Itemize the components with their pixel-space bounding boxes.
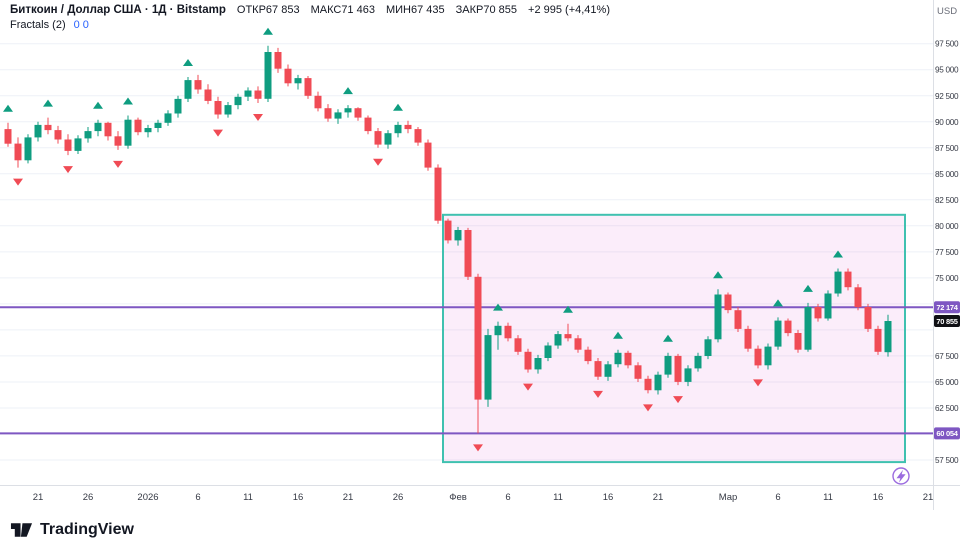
svg-text:95 000: 95 000 — [935, 66, 959, 75]
svg-text:6: 6 — [195, 492, 200, 503]
svg-text:80 000: 80 000 — [935, 222, 959, 231]
open-value: 67 853 — [265, 4, 300, 16]
svg-text:75 000: 75 000 — [935, 274, 959, 283]
svg-text:72 174: 72 174 — [936, 303, 958, 312]
svg-text:21: 21 — [343, 492, 354, 503]
svg-text:Фев: Фев — [449, 492, 467, 503]
level-price-badge: 72 174 — [934, 301, 960, 314]
svg-text:2026: 2026 — [137, 492, 158, 503]
brand-text: TradingView — [40, 521, 134, 538]
high-value: 71 463 — [341, 4, 375, 16]
ohlc-high: МАКС71 463 — [311, 4, 375, 16]
svg-text:60 054: 60 054 — [936, 429, 958, 438]
low-value: 67 435 — [410, 4, 445, 16]
currency-label: USD — [937, 6, 958, 17]
svg-text:70 855: 70 855 — [936, 317, 957, 326]
candles-layer — [4, 45, 892, 434]
svg-text:16: 16 — [873, 492, 884, 503]
svg-text:87 500: 87 500 — [935, 144, 959, 153]
symbol-row: Биткоин / Доллар США · 1Д · Bitstamp ОТК… — [10, 4, 610, 16]
selection-box[interactable] — [442, 213, 906, 464]
high-label: МАКС — [310, 4, 342, 16]
svg-text:6: 6 — [505, 492, 510, 503]
svg-text:77 500: 77 500 — [935, 248, 959, 257]
svg-text:11: 11 — [553, 492, 563, 503]
price-axis[interactable]: 97 500 95 000 92 500 90 000 87 500 85 000 82 5… — [934, 40, 960, 465]
svg-text:67 500: 67 500 — [935, 352, 959, 361]
flash-icon[interactable] — [892, 467, 910, 485]
ohlc-low: МИН67 435 — [386, 4, 445, 16]
price-change: +2 995 (+4,41%) — [528, 4, 610, 16]
symbol-title[interactable]: Биткоин / Доллар США · 1Д · Bitstamp — [10, 4, 226, 16]
indicator-name[interactable]: Fractals (2) — [10, 19, 66, 31]
svg-text:26: 26 — [83, 492, 94, 503]
ohlc-close: ЗАКР70 855 — [456, 4, 517, 16]
svg-text:85 000: 85 000 — [935, 170, 959, 179]
svg-text:82 500: 82 500 — [935, 196, 959, 205]
svg-text:90 000: 90 000 — [935, 118, 959, 127]
svg-text:62 500: 62 500 — [935, 404, 959, 413]
chart-header: Биткоин / Доллар США · 1Д · Bitstamp ОТК… — [10, 4, 610, 31]
time-axis[interactable]: 21 26 2026 6 11 16 21 26 Фев 6 11 16 21 Мар 6 11 16 21 — [33, 492, 934, 503]
svg-text:11: 11 — [823, 492, 833, 503]
chart-canvas[interactable]: 97 500 95 000 92 500 90 000 87 500 85 000 82 5… — [0, 0, 960, 510]
open-label: ОТКР — [236, 4, 266, 16]
close-label: ЗАКР — [455, 4, 484, 16]
last-price-badge: 70 855 — [934, 315, 960, 327]
svg-text:21: 21 — [33, 492, 44, 503]
svg-text:21: 21 — [923, 492, 934, 503]
ohlc-open: ОТКР67 853 — [237, 4, 300, 16]
indicator-row: Fractals (2) 0 0 — [10, 19, 610, 31]
svg-text:16: 16 — [293, 492, 304, 503]
svg-text:57 500: 57 500 — [935, 456, 959, 465]
level-price-badge: 60 054 — [934, 427, 960, 440]
svg-text:Мар: Мар — [719, 492, 738, 503]
svg-text:6: 6 — [775, 492, 780, 503]
tradingview-mark-icon — [10, 523, 33, 537]
svg-text:97 500: 97 500 — [935, 40, 959, 49]
grid-layer — [0, 43, 933, 461]
close-value: 70 855 — [483, 4, 518, 16]
svg-text:26: 26 — [393, 492, 404, 503]
footer: TradingView — [0, 510, 960, 550]
fractal-markers — [3, 27, 843, 452]
svg-text:16: 16 — [603, 492, 614, 503]
svg-text:21: 21 — [653, 492, 664, 503]
low-label: МИН — [385, 4, 411, 16]
tradingview-logo[interactable]: TradingView — [10, 520, 134, 540]
indicator-values: 0 0 — [73, 19, 89, 31]
level-lines[interactable] — [0, 306, 933, 435]
svg-text:65 000: 65 000 — [935, 378, 959, 387]
svg-text:11: 11 — [243, 492, 253, 503]
svg-text:92 500: 92 500 — [935, 92, 959, 101]
